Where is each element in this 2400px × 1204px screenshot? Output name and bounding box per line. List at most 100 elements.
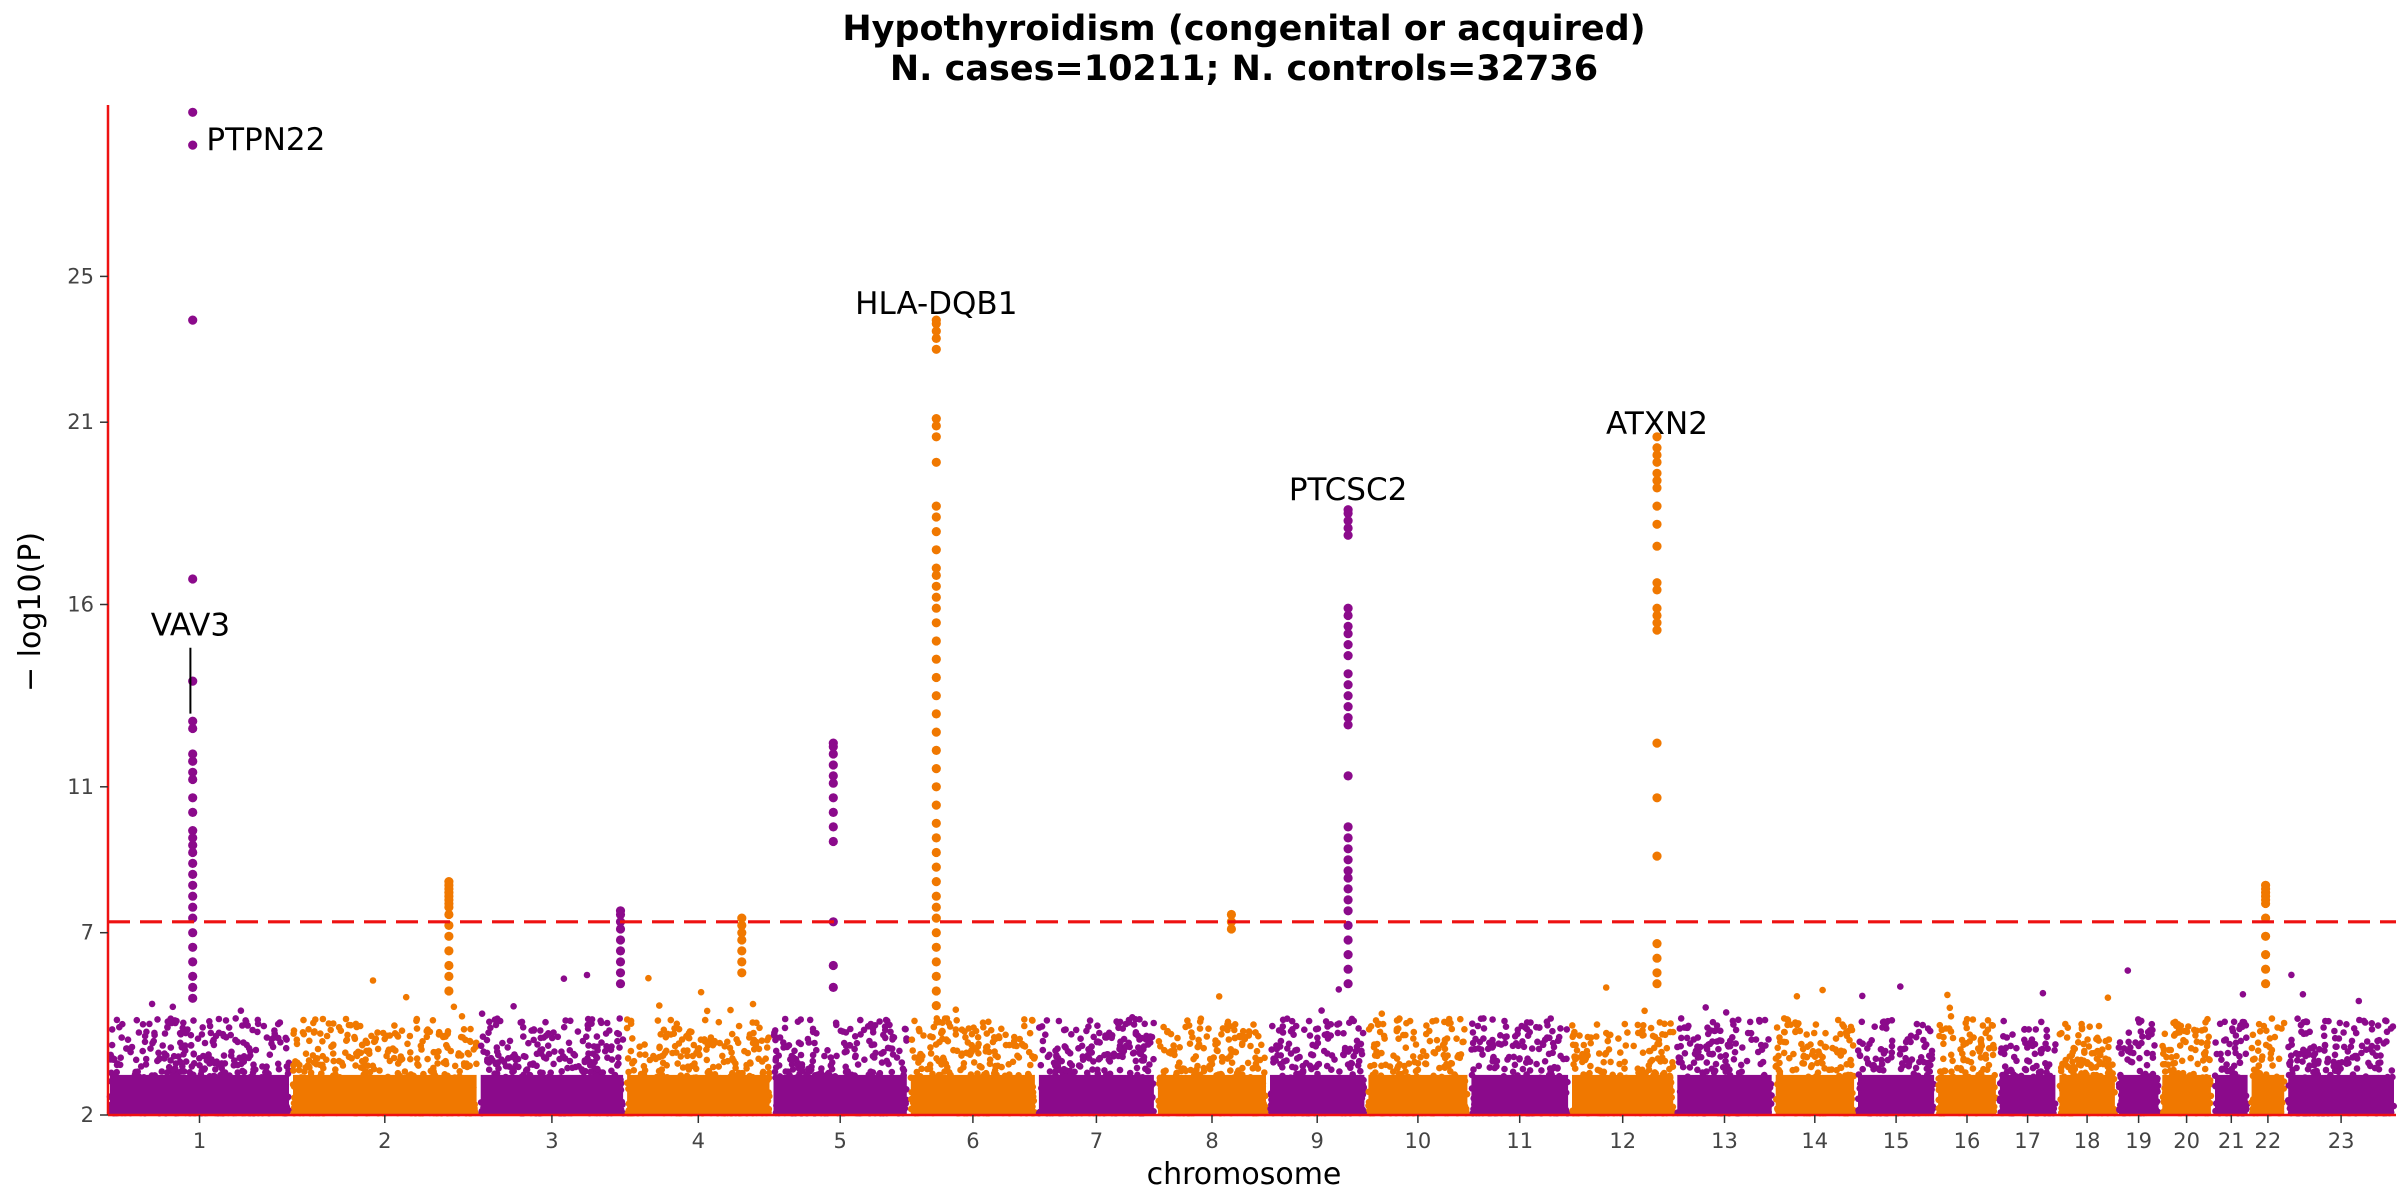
snp-point (1569, 1041, 1577, 1049)
snp-point (604, 1054, 611, 1061)
snp-point (1563, 1026, 1571, 1033)
snp-point (203, 1057, 211, 1064)
snp-point (232, 1036, 239, 1044)
snp-point (893, 1054, 901, 1061)
chart-subtitle: N. cases=10211; N. controls=32736 (890, 49, 1598, 89)
snp-point (1634, 1029, 1642, 1037)
snp-point (1279, 1064, 1286, 1071)
snp-point (401, 1068, 409, 1075)
snp-density-band (293, 1074, 477, 1115)
snp-point (743, 1061, 750, 1069)
snp-point (1206, 1065, 1214, 1073)
snp-point (623, 1016, 631, 1023)
snp-point (645, 974, 652, 982)
snp-point (1448, 1060, 1456, 1067)
snp-point (1367, 1023, 1375, 1030)
snp-point (970, 1059, 978, 1066)
snp-point (1477, 1015, 1485, 1022)
snp-point (673, 1020, 681, 1028)
snp-point (1358, 1047, 1365, 1055)
snp-point (1213, 1047, 1221, 1054)
snp-point (260, 1022, 268, 1030)
snp-density-band (480, 1074, 624, 1115)
snp-point (917, 1056, 925, 1063)
snp-point (1579, 1053, 1587, 1061)
snp-point (348, 1055, 356, 1062)
snp-density-band (627, 1074, 770, 1115)
snp-point (837, 1027, 845, 1035)
snp-point (952, 1031, 960, 1038)
snp-point (293, 1040, 301, 1048)
snp-point (570, 1050, 577, 1058)
snp-point (1359, 1029, 1367, 1037)
snp-point (753, 1038, 760, 1046)
snp-point (1086, 1017, 1094, 1024)
snp-point (317, 1030, 324, 1037)
snp-point (386, 1057, 394, 1065)
snp-point (1324, 1023, 1331, 1030)
snp-point (207, 1029, 215, 1037)
snp-point (641, 1041, 648, 1048)
snp-point (953, 1047, 961, 1055)
snp-point (1353, 1037, 1361, 1045)
snp-point (1314, 1025, 1322, 1032)
snp-point (598, 1039, 605, 1046)
snp-point (554, 1033, 562, 1041)
snp-point (759, 1068, 767, 1076)
snp-point (353, 1023, 361, 1031)
snp-point (1497, 1032, 1504, 1039)
snp-point (813, 1030, 820, 1037)
chart-title: Hypothyroidism (congenital or acquired) (842, 9, 1645, 49)
snp-point (1197, 1015, 1205, 1022)
snp-point (853, 1039, 861, 1047)
snp-point (143, 1028, 150, 1036)
snp-point (590, 1043, 598, 1050)
snp-point (1196, 1025, 1204, 1032)
snp-point (916, 1027, 923, 1035)
snp-point (493, 1044, 501, 1051)
snp-point (1312, 1043, 1320, 1050)
snp-point (1602, 984, 1610, 991)
snp-point (625, 1068, 632, 1076)
snp-point (1136, 1016, 1143, 1023)
snp-point (344, 1031, 351, 1039)
snp-point (1137, 1048, 1144, 1056)
snp-point (252, 1046, 260, 1054)
snp-point (986, 1056, 994, 1063)
snp-point (785, 1042, 793, 1049)
snp-point (1203, 1033, 1211, 1040)
snp-point (860, 1026, 868, 1034)
snp-point (1471, 1045, 1479, 1053)
snp-point (1469, 1029, 1477, 1036)
snp-point (1501, 1039, 1509, 1047)
snp-point (730, 1057, 737, 1065)
snp-point (780, 1044, 787, 1051)
snp-point (1550, 1043, 1558, 1051)
snp-point (464, 1049, 472, 1057)
snp-point (413, 1055, 421, 1062)
snp-point (927, 1044, 934, 1051)
snp-point (756, 1024, 763, 1032)
snp-point (444, 1044, 451, 1051)
snp-point (660, 1026, 668, 1034)
snp-point (1042, 1031, 1049, 1038)
snp-point (1057, 1067, 1064, 1074)
snp-point (627, 1047, 635, 1055)
snp-point (1595, 1050, 1603, 1057)
snp-point (118, 1034, 125, 1041)
snp-point (711, 1037, 718, 1045)
snp-point (585, 1042, 592, 1049)
snp-point (352, 1062, 359, 1069)
snp-point (746, 1034, 753, 1041)
snp-point (869, 1052, 877, 1060)
snp-point (180, 1068, 188, 1075)
snp-point (1178, 1067, 1185, 1075)
snp-point (1344, 1061, 1352, 1068)
snp-point (345, 1021, 353, 1029)
snp-point (369, 977, 377, 984)
snp-point (941, 1015, 949, 1022)
snp-point (1105, 1056, 1113, 1064)
snp-point (205, 1051, 212, 1058)
snp-point (477, 1042, 485, 1050)
snp-point (724, 1057, 731, 1065)
